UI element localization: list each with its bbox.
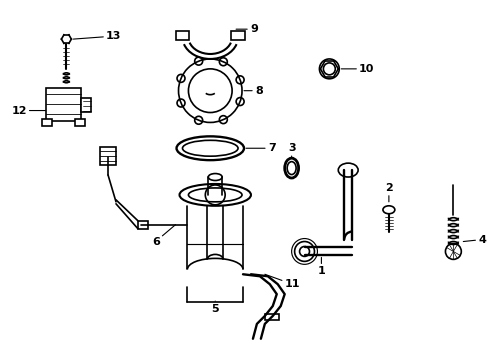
Bar	[100, 147, 116, 165]
Text: 9: 9	[236, 24, 258, 34]
Text: 5: 5	[211, 301, 219, 314]
Text: 8: 8	[244, 86, 263, 96]
Text: 10: 10	[341, 64, 374, 74]
Bar	[46, 88, 81, 121]
Text: 6: 6	[152, 225, 175, 247]
Bar	[81, 98, 91, 112]
Text: 12: 12	[11, 105, 46, 116]
Text: 3: 3	[288, 143, 295, 158]
Text: 7: 7	[246, 143, 275, 153]
Bar	[138, 221, 148, 229]
Bar	[265, 314, 279, 320]
Bar	[175, 31, 190, 40]
Text: 1: 1	[318, 257, 325, 276]
Text: 11: 11	[265, 274, 300, 289]
Text: 13: 13	[74, 31, 122, 41]
Bar	[75, 120, 85, 126]
Text: 4: 4	[464, 234, 486, 244]
Bar	[231, 31, 245, 40]
Text: 2: 2	[385, 183, 393, 202]
Bar	[42, 120, 51, 126]
